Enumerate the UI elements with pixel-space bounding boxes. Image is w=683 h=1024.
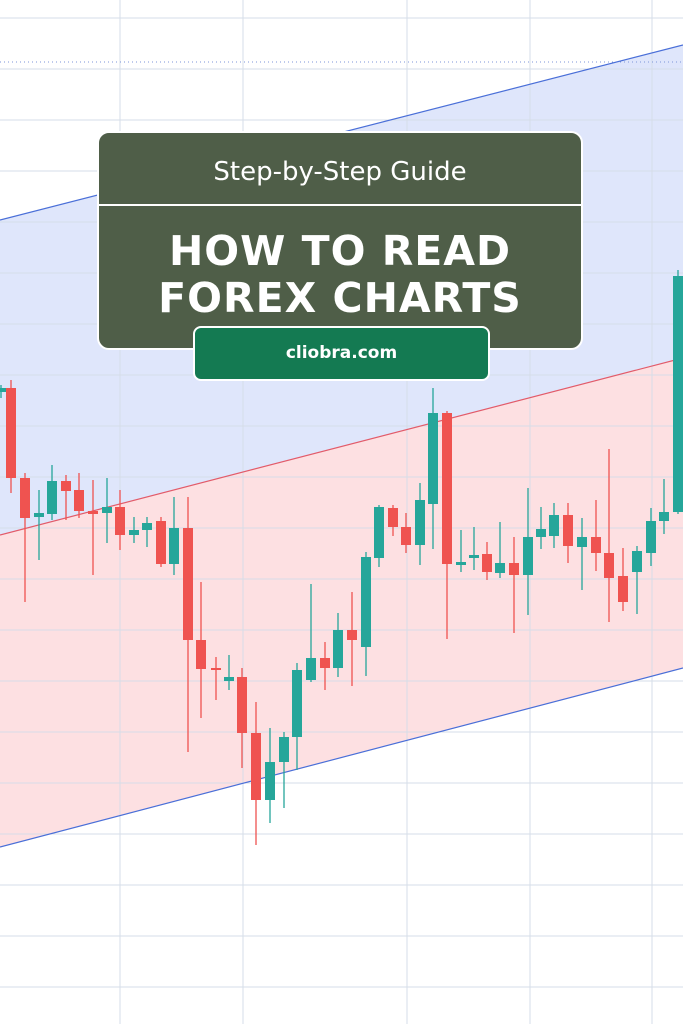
candle-body-down <box>442 413 452 564</box>
title-card: Step-by-Step Guide HOW TO READ FOREX CHA… <box>97 131 583 350</box>
candle-body-up <box>0 388 6 392</box>
candle-body-up <box>646 521 656 553</box>
candle-body-down <box>115 507 125 535</box>
candle-body-down <box>211 668 221 670</box>
candle-body-up <box>632 551 642 572</box>
candle-body-down <box>20 478 30 518</box>
candle-body-up <box>456 562 466 565</box>
candle-body-up <box>659 512 669 521</box>
candle-body-down <box>183 528 193 640</box>
candle-body-down <box>320 658 330 668</box>
channel-lower-line <box>0 667 683 848</box>
candle-body-up <box>265 762 275 800</box>
candle-body-up <box>374 507 384 558</box>
candle-body-up <box>279 737 289 762</box>
candle-body-up <box>428 413 438 504</box>
candle-body-down <box>6 388 16 478</box>
candle-body-down <box>509 563 519 575</box>
title-line-1: HOW TO READ <box>168 227 512 275</box>
candle-body-up <box>292 670 302 737</box>
candle-body-up <box>306 658 316 680</box>
candle-body-up <box>549 515 559 536</box>
website-badge[interactable]: cliobra.com <box>193 326 490 381</box>
candle-body-up <box>142 523 152 530</box>
lower-channel-fill <box>0 358 683 847</box>
candle-body-up <box>129 530 139 535</box>
candle-body-down <box>61 481 71 491</box>
candle-body-up <box>415 500 425 545</box>
candle-body-up <box>34 513 44 517</box>
candle-body-down <box>401 527 411 545</box>
candle-body-up <box>333 630 343 668</box>
subtitle: Step-by-Step Guide <box>213 157 467 187</box>
candle-body-up <box>47 481 57 514</box>
candle-body-up <box>102 507 112 513</box>
candle-body-up <box>361 557 371 647</box>
candle-body-down <box>563 515 573 546</box>
candle-body-up <box>469 555 479 558</box>
candle-body-down <box>482 554 492 572</box>
candle-body-up <box>495 563 505 573</box>
candle-body-down <box>237 677 247 733</box>
candle-body-down <box>591 537 601 553</box>
title-line-2: FOREX CHARTS <box>158 274 522 322</box>
candle-body-down <box>388 508 398 527</box>
candle-body-down <box>156 521 166 564</box>
candle-body-up <box>523 537 533 575</box>
candle-body-down <box>196 640 206 669</box>
candle-body-down <box>347 630 357 640</box>
candle-body-up <box>577 537 587 547</box>
candle-body-down <box>74 490 84 511</box>
channel-mid-line <box>0 357 683 536</box>
candle-body-up <box>224 677 234 681</box>
divider <box>99 204 581 206</box>
candle-body-down <box>604 553 614 578</box>
candle-body-up <box>536 529 546 537</box>
candle-body-down <box>618 576 628 602</box>
candle-body-up <box>673 276 683 512</box>
candle-body-down <box>251 733 261 800</box>
candle-body-up <box>169 528 179 564</box>
candle-body-down <box>88 511 98 514</box>
